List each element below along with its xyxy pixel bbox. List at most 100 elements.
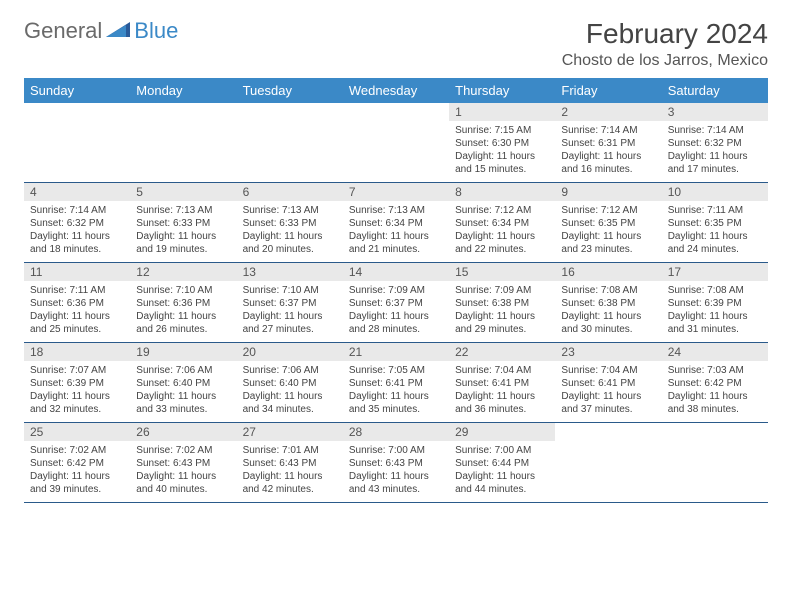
day-details: Sunrise: 7:07 AMSunset: 6:39 PMDaylight:…	[24, 361, 130, 422]
day-cell: 16Sunrise: 7:08 AMSunset: 6:38 PMDayligh…	[555, 263, 661, 343]
day-details: Sunrise: 7:02 AMSunset: 6:42 PMDaylight:…	[24, 441, 130, 502]
day-number: 23	[555, 343, 661, 361]
sunrise-line: Sunrise: 7:12 AM	[455, 204, 549, 217]
day-cell: 26Sunrise: 7:02 AMSunset: 6:43 PMDayligh…	[130, 423, 236, 503]
sunrise-line: Sunrise: 7:07 AM	[30, 364, 124, 377]
day-number: 27	[237, 423, 343, 441]
day-details: Sunrise: 7:11 AMSunset: 6:36 PMDaylight:…	[24, 281, 130, 342]
daylight-line: Daylight: 11 hours and 20 minutes.	[243, 230, 337, 256]
day-cell: 8Sunrise: 7:12 AMSunset: 6:34 PMDaylight…	[449, 183, 555, 263]
daylight-line: Daylight: 11 hours and 21 minutes.	[349, 230, 443, 256]
dow-header: Wednesday	[343, 78, 449, 103]
day-cell: 23Sunrise: 7:04 AMSunset: 6:41 PMDayligh…	[555, 343, 661, 423]
sunrise-line: Sunrise: 7:13 AM	[349, 204, 443, 217]
daylight-line: Daylight: 11 hours and 27 minutes.	[243, 310, 337, 336]
day-details: Sunrise: 7:08 AMSunset: 6:38 PMDaylight:…	[555, 281, 661, 342]
day-number: 20	[237, 343, 343, 361]
sunrise-line: Sunrise: 7:14 AM	[668, 124, 762, 137]
day-cell: 25Sunrise: 7:02 AMSunset: 6:42 PMDayligh…	[24, 423, 130, 503]
logo-triangle-icon	[106, 20, 132, 43]
sunset-line: Sunset: 6:44 PM	[455, 457, 549, 470]
daylight-line: Daylight: 11 hours and 22 minutes.	[455, 230, 549, 256]
daylight-line: Daylight: 11 hours and 42 minutes.	[243, 470, 337, 496]
empty-cell	[24, 103, 130, 183]
sunset-line: Sunset: 6:38 PM	[455, 297, 549, 310]
day-details: Sunrise: 7:14 AMSunset: 6:32 PMDaylight:…	[24, 201, 130, 262]
day-number: 6	[237, 183, 343, 201]
day-details: Sunrise: 7:10 AMSunset: 6:36 PMDaylight:…	[130, 281, 236, 342]
dow-header: Saturday	[662, 78, 768, 103]
sunrise-line: Sunrise: 7:14 AM	[30, 204, 124, 217]
sunrise-line: Sunrise: 7:10 AM	[136, 284, 230, 297]
day-details: Sunrise: 7:14 AMSunset: 6:31 PMDaylight:…	[555, 121, 661, 182]
day-number: 16	[555, 263, 661, 281]
day-cell: 1Sunrise: 7:15 AMSunset: 6:30 PMDaylight…	[449, 103, 555, 183]
day-details: Sunrise: 7:06 AMSunset: 6:40 PMDaylight:…	[237, 361, 343, 422]
sunrise-line: Sunrise: 7:12 AM	[561, 204, 655, 217]
day-details: Sunrise: 7:04 AMSunset: 6:41 PMDaylight:…	[449, 361, 555, 422]
sunset-line: Sunset: 6:37 PM	[243, 297, 337, 310]
empty-cell	[130, 103, 236, 183]
day-details: Sunrise: 7:08 AMSunset: 6:39 PMDaylight:…	[662, 281, 768, 342]
calendar-week-row: 1Sunrise: 7:15 AMSunset: 6:30 PMDaylight…	[24, 103, 768, 183]
sunset-line: Sunset: 6:41 PM	[561, 377, 655, 390]
sunset-line: Sunset: 6:43 PM	[243, 457, 337, 470]
daylight-line: Daylight: 11 hours and 17 minutes.	[668, 150, 762, 176]
day-number: 4	[24, 183, 130, 201]
sunset-line: Sunset: 6:32 PM	[30, 217, 124, 230]
daylight-line: Daylight: 11 hours and 35 minutes.	[349, 390, 443, 416]
sunrise-line: Sunrise: 7:14 AM	[561, 124, 655, 137]
empty-cell	[555, 423, 661, 503]
daylight-line: Daylight: 11 hours and 24 minutes.	[668, 230, 762, 256]
day-details: Sunrise: 7:01 AMSunset: 6:43 PMDaylight:…	[237, 441, 343, 502]
calendar-week-row: 11Sunrise: 7:11 AMSunset: 6:36 PMDayligh…	[24, 263, 768, 343]
sunset-line: Sunset: 6:40 PM	[243, 377, 337, 390]
day-number: 15	[449, 263, 555, 281]
sunrise-line: Sunrise: 7:10 AM	[243, 284, 337, 297]
sunset-line: Sunset: 6:41 PM	[455, 377, 549, 390]
day-number: 21	[343, 343, 449, 361]
day-number: 11	[24, 263, 130, 281]
dow-header: Sunday	[24, 78, 130, 103]
sunset-line: Sunset: 6:31 PM	[561, 137, 655, 150]
daylight-line: Daylight: 11 hours and 37 minutes.	[561, 390, 655, 416]
day-cell: 11Sunrise: 7:11 AMSunset: 6:36 PMDayligh…	[24, 263, 130, 343]
sunrise-line: Sunrise: 7:11 AM	[668, 204, 762, 217]
sunrise-line: Sunrise: 7:03 AM	[668, 364, 762, 377]
sunrise-line: Sunrise: 7:09 AM	[349, 284, 443, 297]
daylight-line: Daylight: 11 hours and 36 minutes.	[455, 390, 549, 416]
day-number: 17	[662, 263, 768, 281]
sunset-line: Sunset: 6:34 PM	[455, 217, 549, 230]
day-cell: 19Sunrise: 7:06 AMSunset: 6:40 PMDayligh…	[130, 343, 236, 423]
day-cell: 3Sunrise: 7:14 AMSunset: 6:32 PMDaylight…	[662, 103, 768, 183]
day-details: Sunrise: 7:13 AMSunset: 6:33 PMDaylight:…	[130, 201, 236, 262]
day-number: 10	[662, 183, 768, 201]
day-number: 29	[449, 423, 555, 441]
day-cell: 24Sunrise: 7:03 AMSunset: 6:42 PMDayligh…	[662, 343, 768, 423]
day-cell: 7Sunrise: 7:13 AMSunset: 6:34 PMDaylight…	[343, 183, 449, 263]
day-number: 24	[662, 343, 768, 361]
daylight-line: Daylight: 11 hours and 40 minutes.	[136, 470, 230, 496]
daylight-line: Daylight: 11 hours and 38 minutes.	[668, 390, 762, 416]
daylight-line: Daylight: 11 hours and 18 minutes.	[30, 230, 124, 256]
header: General Blue February 2024 Chosto de los…	[24, 18, 768, 70]
day-details: Sunrise: 7:13 AMSunset: 6:34 PMDaylight:…	[343, 201, 449, 262]
logo: General Blue	[24, 18, 178, 44]
sunset-line: Sunset: 6:37 PM	[349, 297, 443, 310]
sunrise-line: Sunrise: 7:04 AM	[455, 364, 549, 377]
day-cell: 4Sunrise: 7:14 AMSunset: 6:32 PMDaylight…	[24, 183, 130, 263]
sunrise-line: Sunrise: 7:02 AM	[136, 444, 230, 457]
daylight-line: Daylight: 11 hours and 28 minutes.	[349, 310, 443, 336]
day-details: Sunrise: 7:10 AMSunset: 6:37 PMDaylight:…	[237, 281, 343, 342]
day-details: Sunrise: 7:15 AMSunset: 6:30 PMDaylight:…	[449, 121, 555, 182]
day-cell: 14Sunrise: 7:09 AMSunset: 6:37 PMDayligh…	[343, 263, 449, 343]
month-title: February 2024	[562, 18, 768, 50]
sunset-line: Sunset: 6:40 PM	[136, 377, 230, 390]
day-details: Sunrise: 7:00 AMSunset: 6:43 PMDaylight:…	[343, 441, 449, 502]
calendar-week-row: 18Sunrise: 7:07 AMSunset: 6:39 PMDayligh…	[24, 343, 768, 423]
day-cell: 9Sunrise: 7:12 AMSunset: 6:35 PMDaylight…	[555, 183, 661, 263]
day-cell: 27Sunrise: 7:01 AMSunset: 6:43 PMDayligh…	[237, 423, 343, 503]
day-cell: 2Sunrise: 7:14 AMSunset: 6:31 PMDaylight…	[555, 103, 661, 183]
day-number: 22	[449, 343, 555, 361]
empty-cell	[237, 103, 343, 183]
